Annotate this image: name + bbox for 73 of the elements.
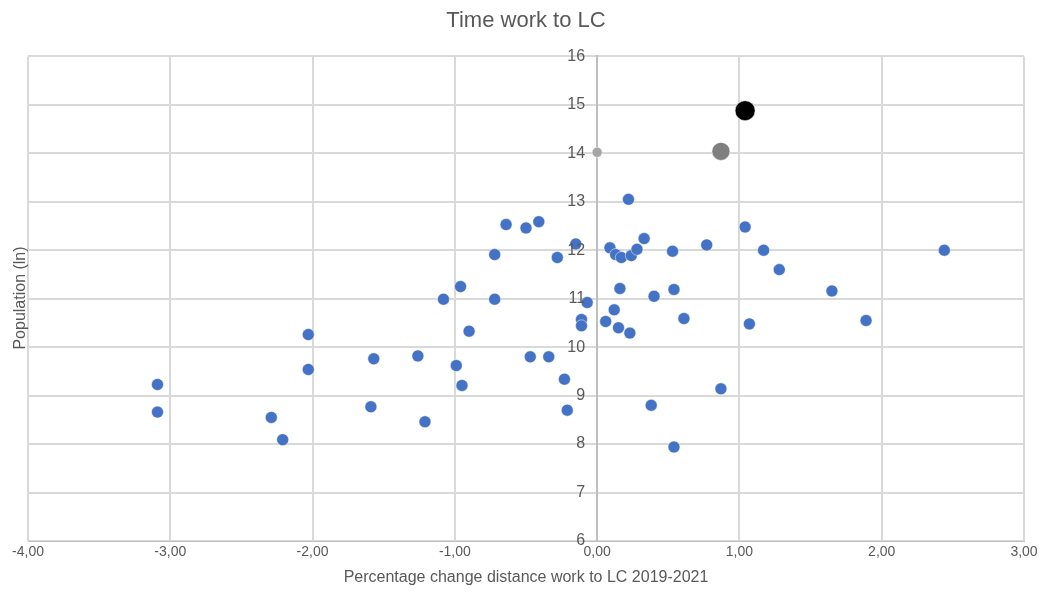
point [418,415,432,429]
y-tick-label: 8 [576,434,586,452]
point [644,399,658,412]
point [938,243,951,257]
point [411,349,425,363]
point [637,232,651,245]
x-tick-label: -2,00 [296,543,329,560]
point [647,290,661,303]
x-tick-label: -4,00 [12,543,45,560]
point [532,215,546,228]
point [825,284,839,298]
y-tick-label: 7 [576,482,586,500]
point [542,350,556,364]
x-tick-label: 3,00 [1010,543,1038,560]
point [623,326,637,340]
point [666,244,679,258]
point [859,314,873,327]
point [437,292,450,306]
point [524,350,537,364]
y-axis-title: Population (ln) [11,246,29,350]
y-tick-label: 9 [576,386,586,404]
point [599,315,612,328]
point [450,359,463,372]
point [738,220,752,234]
point [622,193,635,206]
y-tick-label: 10 [567,337,586,355]
point [630,243,644,256]
y-tick-label: 16 [567,46,586,64]
point [677,312,691,325]
point [551,251,564,264]
point [276,433,289,446]
point [607,303,621,317]
point [265,411,278,424]
point [591,147,603,158]
point [302,328,315,341]
x-tick-label: -3,00 [154,543,187,560]
point [612,321,625,335]
point [757,243,770,257]
point [462,324,476,338]
point [667,283,681,296]
point [151,378,164,391]
point [302,363,315,376]
point [734,100,756,121]
point [667,440,681,454]
point [558,372,571,386]
chart-title: Time work to LC [446,7,606,33]
point [615,251,628,264]
point [743,317,756,331]
point [499,218,513,231]
x-tick-label: 1,00 [725,543,754,560]
y-tick-label: 14 [567,143,586,161]
point [561,403,574,417]
point [488,248,501,261]
x-tick-label: -1,00 [438,543,472,560]
point [488,292,501,306]
x-tick-label: 0,00 [583,543,611,560]
point [151,405,164,419]
point [613,282,627,295]
y-tick-label: 13 [567,192,586,210]
y-tick-label: 11 [568,289,586,307]
point [773,263,786,276]
point [455,379,469,392]
point [700,238,713,252]
point [711,142,731,161]
y-tick-label: 15 [567,95,586,113]
point [714,382,728,396]
point [364,400,378,414]
point [519,221,533,235]
point [575,319,588,333]
x-axis-title: Percentage change distance work to LC 2019-2021 [343,567,709,585]
x-tick-label: 2,00 [868,543,896,560]
point [454,280,467,293]
point [367,352,380,366]
